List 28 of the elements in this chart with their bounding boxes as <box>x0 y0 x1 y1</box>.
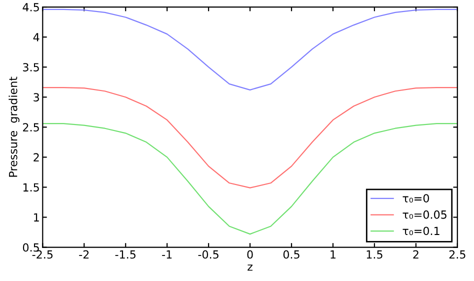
y-tick-label: 3.5 <box>23 63 39 72</box>
line-series <box>42 86 458 188</box>
x-tick-label: -2 <box>79 250 89 258</box>
line-series <box>42 122 458 235</box>
x-tick-label: 2.5 <box>449 250 466 259</box>
y-axis-title: Pressure gradient <box>8 76 20 177</box>
y-tick-label: 1.5 <box>23 183 39 192</box>
x-tick-label: 1 <box>330 250 336 258</box>
y-tick-label: 0.5 <box>22 243 39 252</box>
x-tick-label: -1.5 <box>115 250 136 259</box>
line-series <box>42 8 458 90</box>
y-tick-label: 4 <box>33 33 40 42</box>
x-tick-label: -1 <box>162 250 172 258</box>
x-tick-label: 0 <box>247 250 253 259</box>
x-axis-title: z <box>248 264 252 271</box>
x-tick-label: 1.5 <box>366 250 382 259</box>
y-tick-label: 1 <box>34 213 39 222</box>
y-tick-label: 2.5 <box>23 123 39 132</box>
x-tick-label: -2.5 <box>32 250 53 259</box>
legend-label: τ₀=0.05 <box>402 210 446 219</box>
legend-label: τ₀=0 <box>402 194 429 203</box>
x-tick-label: 2 <box>413 250 418 258</box>
x-tick-label: 0.5 <box>283 250 300 259</box>
y-tick-label: 4.5 <box>22 3 39 12</box>
legend-label: τ₀=0.1 <box>402 226 440 236</box>
x-tick-label: -0.5 <box>198 250 218 259</box>
y-tick-label: 3 <box>34 93 39 102</box>
y-tick-label: 2 <box>34 153 39 162</box>
